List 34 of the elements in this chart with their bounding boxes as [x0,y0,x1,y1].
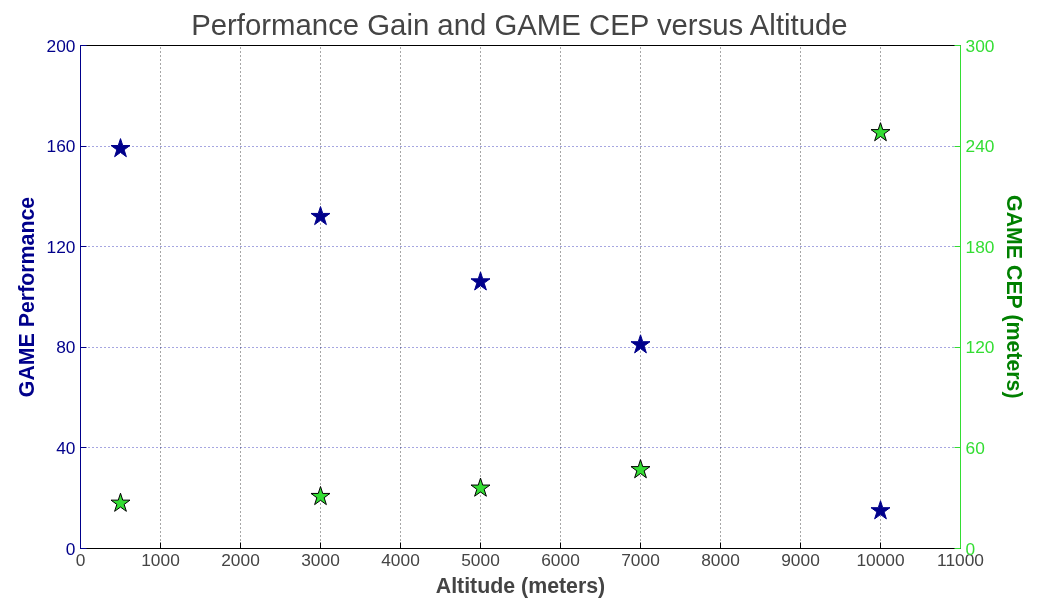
point [870,122,891,142]
y-tick-label: 120 [46,236,76,257]
y-tick-label: 40 [56,437,76,458]
y-tick-label: 200 [46,35,76,56]
x-axis-title: Altitude (meters) [435,573,606,598]
x-tick-label: 1000 [141,549,180,570]
point [470,271,491,291]
x-tick-label: 4000 [381,549,420,570]
point [630,459,651,479]
point [110,138,131,158]
point [310,486,331,506]
y2-tick-label: 180 [965,236,995,257]
x-tick-label: 9000 [781,549,820,570]
point [110,492,131,512]
x-tick-label: 2000 [221,549,260,570]
x-tick-label: 10000 [856,549,905,570]
chart-title: Performance Gain and GAME CEP versus Altitude [191,7,848,41]
y2-tick-label: 60 [965,437,985,458]
point [310,206,331,226]
x-tick-label: 6000 [541,549,580,570]
x-tick-label: 8000 [701,549,740,570]
y2-tick-label: 300 [965,35,995,56]
point [870,500,891,520]
y-axis-title: GAME Performance [14,196,39,398]
y2-axis-title: GAME CEP (meters) [1002,195,1027,399]
y2-tick-label: 240 [965,136,995,157]
x-tick-label: 5000 [461,549,500,570]
point [630,334,651,354]
y2-tick-label: 120 [965,337,995,358]
x-tick-label: 7000 [621,549,660,570]
x-tick-label: 3000 [301,549,340,570]
point [470,477,491,497]
y-tick-label: 160 [46,136,76,157]
y-tick-label: 80 [56,337,76,358]
